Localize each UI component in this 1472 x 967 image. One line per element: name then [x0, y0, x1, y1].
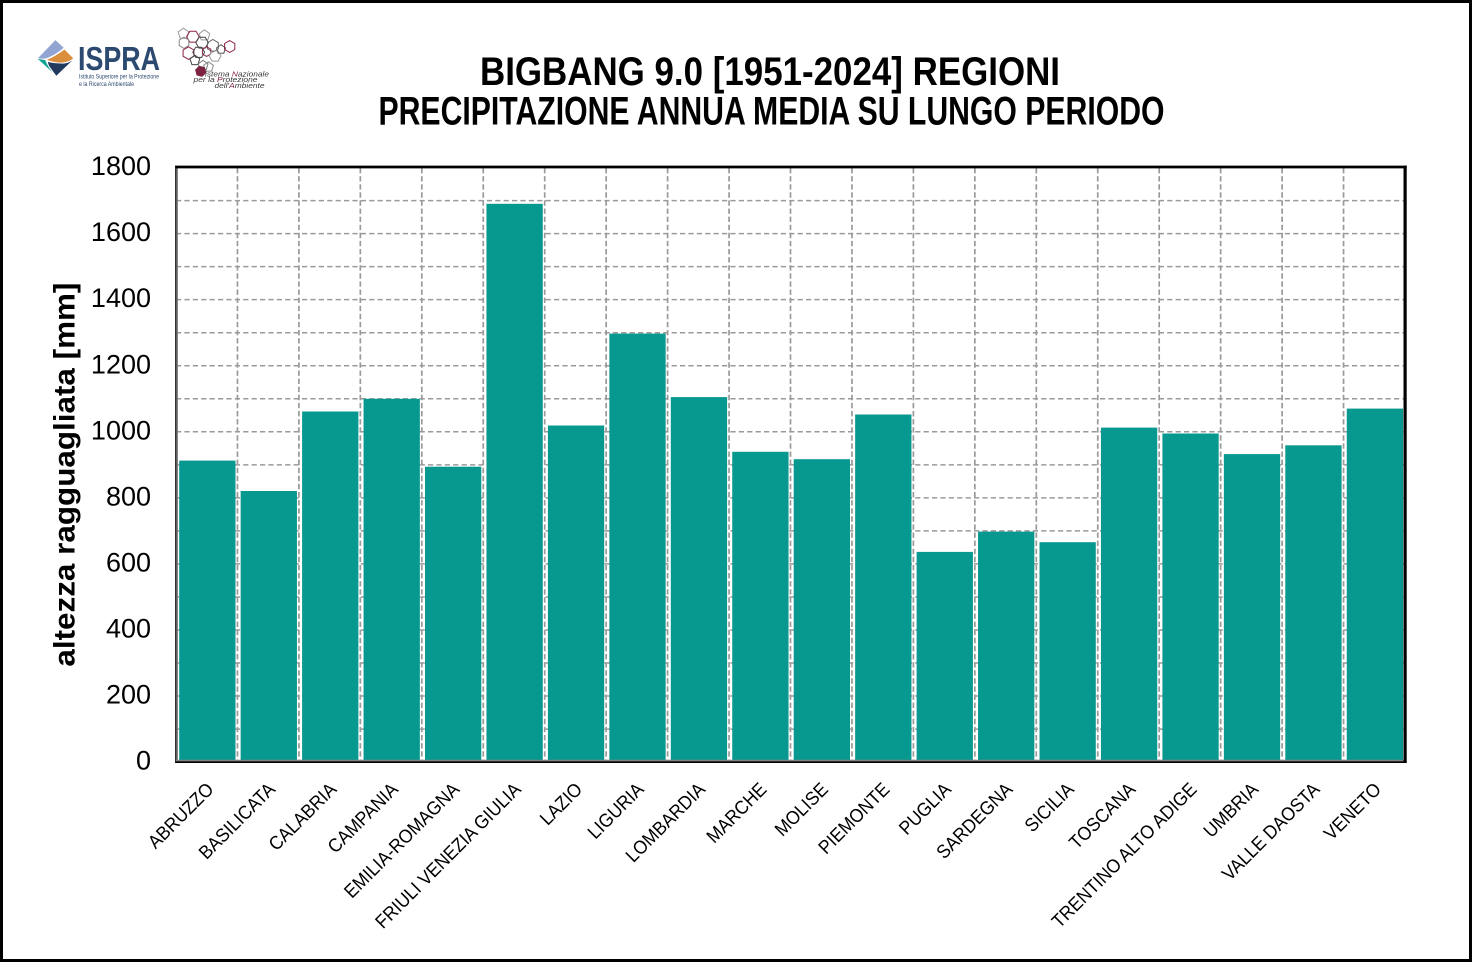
svg-text:1000: 1000	[91, 415, 151, 445]
svg-text:800: 800	[106, 481, 151, 511]
svg-text:Istituto Superiore per la Prot: Istituto Superiore per la Protezione	[79, 74, 159, 81]
svg-text:BIGBANG 9.0 [1951-2024] REGION: BIGBANG 9.0 [1951-2024] REGIONI	[480, 50, 1060, 94]
svg-text:0: 0	[136, 746, 151, 776]
svg-text:ISPRA: ISPRA	[78, 40, 160, 77]
svg-text:altezza ragguagliata [mm]: altezza ragguagliata [mm]	[49, 283, 82, 667]
svg-text:e la Ricerca Ambientale: e la Ricerca Ambientale	[79, 81, 134, 88]
svg-text:1600: 1600	[91, 217, 151, 247]
svg-text:1400: 1400	[91, 283, 151, 313]
svg-text:600: 600	[106, 547, 151, 577]
svg-text:per la Protezione: per la Protezione	[192, 75, 257, 84]
svg-text:1200: 1200	[91, 349, 151, 379]
svg-text:istema Nazionale: istema Nazionale	[205, 69, 269, 78]
svg-text:200: 200	[106, 680, 151, 710]
svg-text:400: 400	[106, 614, 151, 644]
svg-text:1800: 1800	[91, 151, 151, 181]
svg-text:S: S	[200, 71, 203, 79]
svg-text:PRECIPITAZIONE ANNUA MEDIA SU: PRECIPITAZIONE ANNUA MEDIA SU LUNGO PERI…	[379, 90, 1165, 134]
svg-text:dell'Ambiente: dell' Ambiente	[215, 81, 265, 90]
